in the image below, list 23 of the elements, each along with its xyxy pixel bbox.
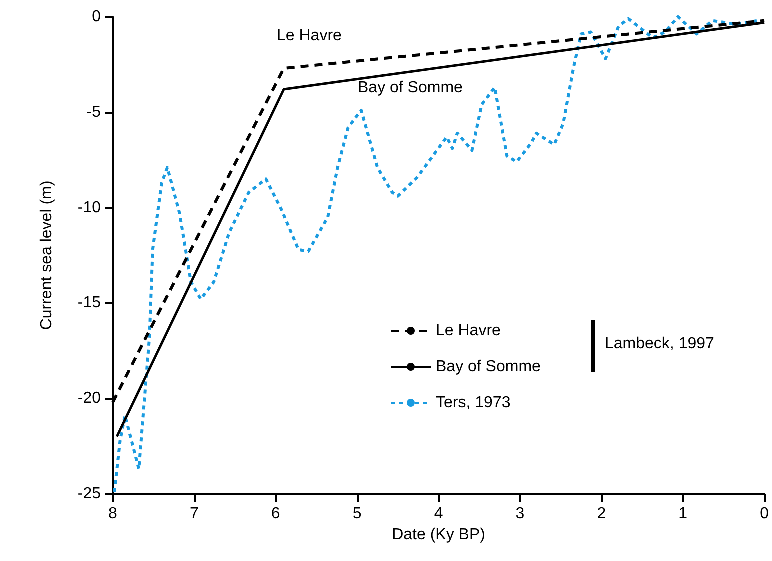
x-tick-label: 7 — [190, 506, 199, 522]
legend-label: Bay of Somme — [436, 358, 542, 376]
annotation: Bay of Somme — [358, 80, 464, 96]
annotation: Lambeck, 1997 — [605, 336, 715, 352]
x-tick-label: 2 — [597, 506, 606, 522]
y-tick-label: -20 — [78, 390, 102, 408]
x-tick-label: 1 — [678, 506, 688, 522]
y-tick-label: -25 — [78, 486, 102, 502]
x-tick-label: 3 — [516, 506, 525, 522]
x-tick-label: 4 — [434, 506, 444, 522]
y-tick-label: -5 — [86, 104, 102, 121]
x-tick-label: 5 — [352, 506, 362, 522]
y-tick-label: -15 — [78, 294, 102, 312]
annotation: Le Havre — [277, 28, 342, 44]
x-tick-label: 0 — [760, 506, 770, 522]
x-tick-label: 8 — [108, 506, 118, 522]
legend-label: Ters, 1973 — [436, 394, 511, 412]
y-axis-title: Current sea level (m) — [38, 180, 56, 330]
x-axis-title: Date (Ky BP) — [392, 526, 486, 544]
legend-label: Le Havre — [436, 322, 502, 340]
x-tick-label: 6 — [271, 506, 280, 522]
y-tick-label: 0 — [92, 8, 102, 26]
y-tick-label: -10 — [78, 199, 102, 216]
